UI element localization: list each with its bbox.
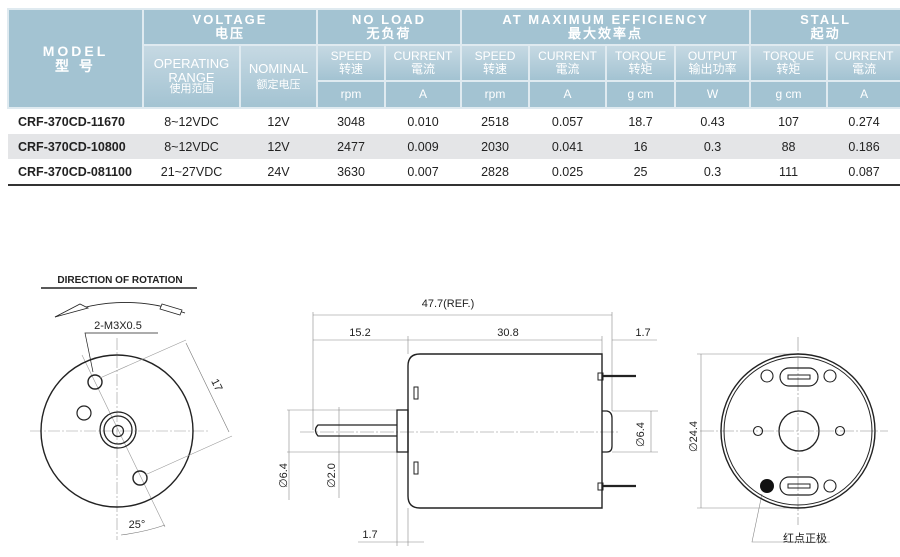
dim-body-length: 30.8 (497, 327, 518, 339)
no-load-header: NO LOAD 无负荷 (315, 8, 463, 46)
value-cell: 111 (750, 159, 828, 186)
dim-boss-length: 1.7 (362, 529, 377, 541)
value-cell: 0.057 (551, 114, 584, 129)
subheader: OUTPUT 输出功率 (674, 44, 752, 82)
value-cell: 3048 (337, 114, 365, 129)
value-cell: 0.009 (385, 134, 462, 159)
table-row: CRF-370CD-10800 8~12VDC 12V 2477 0.009 2030 0.… (8, 134, 900, 159)
model-cell: CRF-370CD-10800 (8, 134, 143, 159)
thread-label: 2-M3X0.5 (94, 320, 142, 332)
value-cell: 3630 (317, 159, 385, 186)
model-cell: CRF-370CD-11670 (18, 114, 125, 129)
rotation-title: DIRECTION OF ROTATION (57, 275, 182, 286)
front-view: DIRECTION OF ROTATION 2-M3X0.5 17 25° (30, 275, 233, 540)
value-cell: 8~12VDC (143, 134, 240, 159)
motor-shaft (314, 424, 397, 437)
dim-shaft-length: 15.2 (349, 327, 370, 339)
mount-hole (87, 374, 103, 390)
unit: A (528, 80, 608, 109)
model-cell: CRF-370CD-081100 (8, 159, 143, 186)
nominal-header: NOMINAL 额定电压 (239, 44, 318, 109)
subheader: CURRENT 電流 (528, 44, 608, 82)
shaft (111, 424, 125, 438)
dim-terminal: 1.7 (635, 327, 650, 339)
subheader: CURRENT 電流 (826, 44, 900, 82)
value-cell: 2828 (461, 159, 530, 186)
mount-hole (132, 470, 148, 486)
value-cell: 24V (240, 159, 317, 186)
dim-17: 17 (208, 377, 224, 393)
rear-view: ∅24.4 红点正极 (688, 337, 888, 545)
subheader: TORQUE 转矩 (749, 44, 829, 82)
end-cap (720, 353, 876, 509)
value-cell: 2518 (481, 114, 509, 129)
subheader: SPEED 转速 (316, 44, 386, 82)
angle-label: 25° (129, 519, 146, 531)
table-row: CRF-370CD-11670 8~12VDC 12V 3048 0.010 2518 0.… (8, 108, 900, 134)
value-cell: 0.007 (385, 159, 462, 186)
model-header: MODEL 型 号 (7, 8, 144, 109)
subheader: CURRENT 電流 (383, 44, 463, 82)
unit: rpm (460, 80, 531, 109)
value-cell: 21~27VDC (143, 159, 240, 186)
value-cell: 0.041 (529, 134, 607, 159)
value-cell: 8~12VDC (164, 114, 219, 129)
unit: A (826, 80, 900, 109)
unit: g cm (605, 80, 677, 109)
side-view: 47.7(REF.) 15.2 30.8 1.7 ∅6.4 ∅2.0 1.7 ∅… (278, 298, 658, 546)
dim-end-diameter: ∅6.4 (635, 422, 647, 447)
unit: rpm (316, 80, 386, 109)
positive-label: 红点正极 (783, 531, 827, 545)
spec-table: MODEL 型 号 VOLTAGE 电压 NO LOAD 无负荷 AT MAXIMUM… (7, 8, 900, 186)
value-cell: 25 (606, 159, 676, 186)
value-cell: 0.010 (407, 114, 439, 129)
value-cell: 18.7 (628, 114, 653, 129)
value-cell: 0.025 (529, 159, 607, 186)
value-cell: 2030 (461, 134, 530, 159)
vent-hole (76, 405, 92, 421)
value-cell: 16 (606, 134, 676, 159)
value-cell: 0.43 (700, 114, 725, 129)
dim-shaft-diameter: ∅2.0 (326, 463, 338, 488)
dim-boss-diameter: ∅6.4 (278, 463, 290, 488)
value-cell: 0.087 (827, 159, 900, 186)
subheader: SPEED 转速 (460, 44, 531, 82)
value-cell: 88 (750, 134, 828, 159)
unit: g cm (749, 80, 829, 109)
motor-body (407, 353, 603, 509)
value-cell: 107 (778, 114, 799, 129)
operating-range-header: OPERATING RANGE 使用范围 (142, 44, 241, 109)
dim-overall: 47.7(REF.) (422, 298, 475, 310)
max-efficiency-header: AT MAXIMUM EFFICIENCY 最大效率点 (460, 8, 752, 46)
value-cell: 0.186 (827, 134, 900, 159)
unit: A (383, 80, 463, 109)
positive-dot-icon (760, 479, 774, 493)
voltage-header: VOLTAGE 电压 (142, 8, 318, 46)
value-cell: 2477 (317, 134, 385, 159)
motor-face (40, 354, 194, 508)
dim-diameter: ∅24.4 (688, 421, 700, 452)
subheader: TORQUE 转矩 (605, 44, 677, 82)
stall-header: STALL 起动 (749, 8, 900, 46)
table-row: CRF-370CD-081100 21~27VDC 24V 3630 0.007 2828… (8, 159, 900, 186)
unit: W (674, 80, 752, 109)
value-cell: 0.274 (848, 114, 880, 129)
value-cell: 12V (240, 134, 317, 159)
value-cell: 0.3 (675, 134, 751, 159)
value-cell: 0.3 (675, 159, 751, 186)
value-cell: 12V (267, 114, 290, 129)
